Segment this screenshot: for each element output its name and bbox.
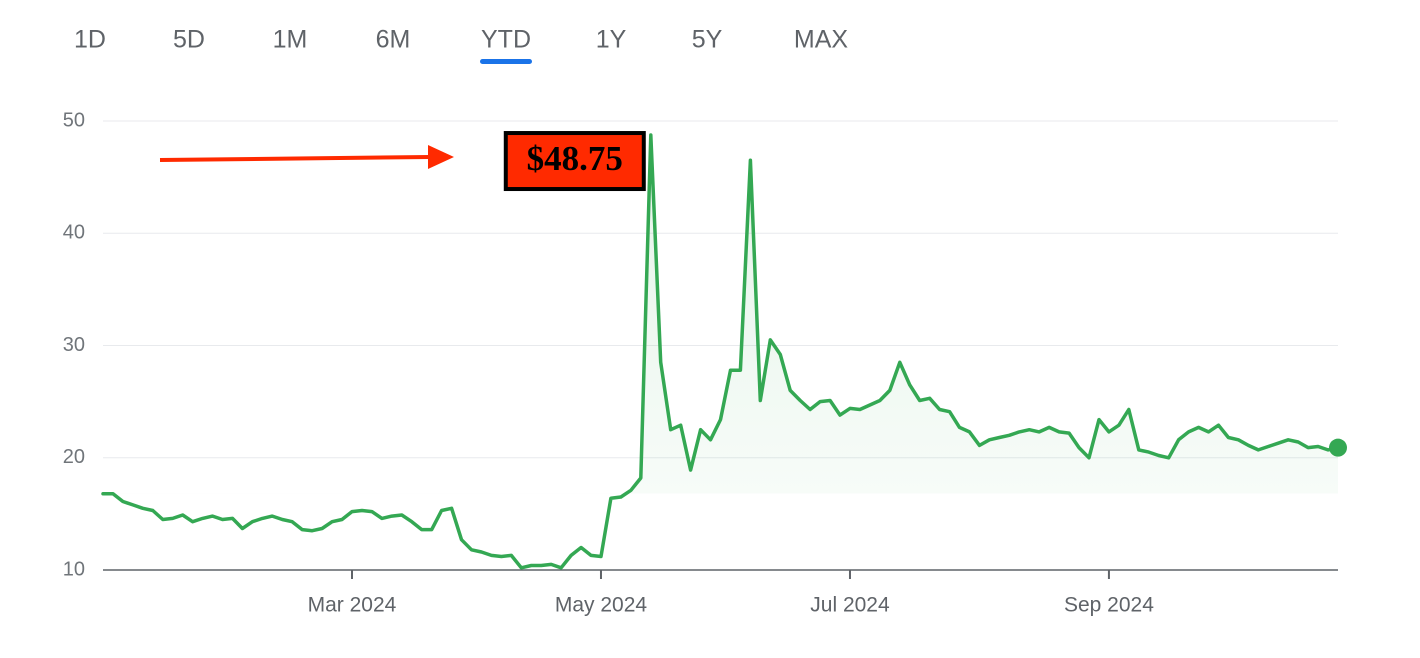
annotation-arrowhead	[428, 145, 454, 169]
range-tab[interactable]: 5D	[173, 26, 205, 54]
annotation-box	[503, 131, 646, 192]
plot: $48.75	[101, 131, 1347, 570]
range-tab[interactable]: 6M	[376, 26, 411, 54]
y-tick-label: 30	[63, 334, 85, 356]
x-tick-label: Sep 2024	[1064, 594, 1154, 617]
x-tick-label: Mar 2024	[308, 594, 397, 617]
range-tabs: 1D 5D 1M 6M YTD 1Y 5Y MAX	[74, 26, 848, 64]
y-tick-label: 10	[63, 558, 85, 580]
y-tick-label: 20	[63, 446, 85, 468]
range-tab[interactable]: 5Y	[692, 26, 723, 54]
x-tick-label: May 2024	[555, 594, 648, 617]
x-tick-label: Jul 2024	[810, 594, 890, 617]
range-tab[interactable]: MAX	[794, 26, 849, 54]
range-tab[interactable]: 1Y	[596, 26, 627, 54]
range-tab[interactable]: 1D	[74, 26, 106, 54]
y-tick-label: 50	[63, 109, 85, 131]
annotation-arrow	[159, 155, 431, 162]
price-area	[103, 135, 1338, 494]
price-line	[101, 133, 1340, 570]
last-price-dot	[1329, 438, 1347, 457]
range-tab[interactable]: YTD	[481, 26, 531, 54]
annotation-label: $48.75	[527, 139, 623, 178]
range-tab[interactable]: 1M	[273, 26, 308, 54]
grid: 10 20 30 40 50 Mar 2024 May 2024 Jul 2024 Sep 20…	[63, 109, 1338, 617]
y-tick-label: 40	[63, 222, 85, 244]
active-tab-indicator	[480, 59, 532, 64]
